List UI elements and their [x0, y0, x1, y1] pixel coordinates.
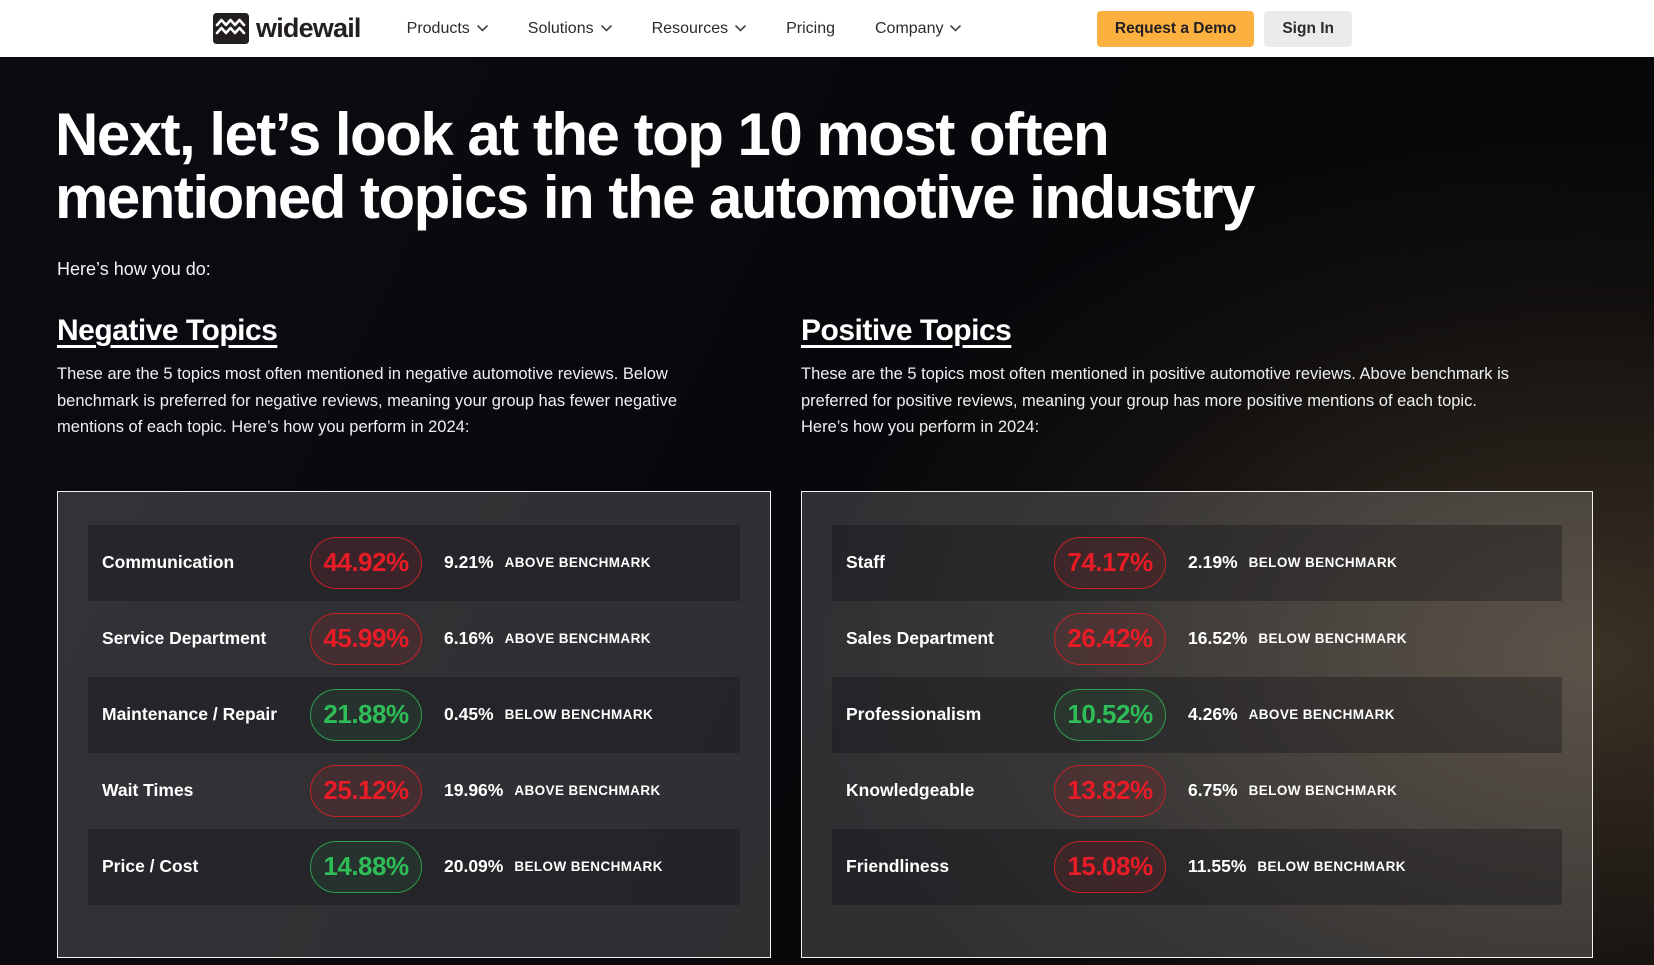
benchmark-status: BELOW BENCHMARK [1248, 783, 1398, 798]
benchmark-status: ABOVE BENCHMARK [514, 783, 661, 798]
topic-row: Sales Department 26.42% 16.52% BELOW BEN… [832, 601, 1562, 677]
benchmark-delta: 4.26% [1188, 704, 1238, 724]
benchmark-info: 9.21% ABOVE BENCHMARK [444, 552, 651, 573]
value-badge: 44.92% [310, 536, 422, 589]
menu-item-pricing[interactable]: Pricing [786, 19, 835, 37]
benchmark-info: 6.16% ABOVE BENCHMARK [444, 628, 651, 649]
value-badge: 15.08% [1054, 840, 1166, 893]
topic-row: Wait Times 25.12% 19.96% ABOVE BENCHMARK [88, 753, 740, 829]
benchmark-status: BELOW BENCHMARK [514, 859, 663, 874]
value-badge: 25.12% [310, 764, 422, 817]
chevron-down-icon [950, 25, 962, 32]
topic-label: Friendliness [846, 856, 950, 876]
positive-topics-column: Positive Topics These are the 5 topics m… [801, 314, 1593, 958]
benchmark-info: 6.75% BELOW BENCHMARK [1188, 780, 1397, 801]
benchmark-delta: 19.96% [444, 780, 504, 800]
menu-item-solutions[interactable]: Solutions [528, 20, 612, 38]
topics-columns: Negative Topics These are the 5 topics m… [57, 314, 1654, 958]
benchmark-info: 0.45% BELOW BENCHMARK [444, 704, 653, 725]
topic-label: Service Department [102, 628, 267, 648]
chevron-down-icon [735, 25, 746, 32]
benchmark-delta: 6.16% [444, 628, 494, 648]
value-badge: 14.88% [310, 840, 422, 893]
value-badge: 74.17% [1054, 536, 1166, 589]
benchmark-status: BELOW BENCHMARK [1258, 631, 1407, 646]
negative-topics-rows: Communication 44.92% 9.21% ABOVE BENCHMA… [88, 524, 740, 905]
page-title-line1: Next, let’s look at the top 10 most ofte… [55, 101, 1110, 168]
value-badge: 21.88% [310, 688, 422, 741]
benchmark-status: ABOVE BENCHMARK [504, 631, 651, 646]
topic-row: Knowledgeable 13.82% 6.75% BELOW BENCHMA… [832, 753, 1562, 829]
hero-subtitle: Here’s how you do: [57, 259, 211, 279]
benchmark-status: ABOVE BENCHMARK [1248, 707, 1395, 722]
topic-label: Maintenance / Repair [102, 704, 278, 724]
benchmark-status: BELOW BENCHMARK [504, 707, 654, 722]
benchmark-status: BELOW BENCHMARK [1248, 555, 1398, 570]
positive-topics-rows: Staff 74.17% 2.19% BELOW BENCHMARK Sales… [832, 524, 1562, 905]
topic-row: Price / Cost 14.88% 20.09% BELOW BENCHMA… [88, 828, 740, 905]
logo-wordmark: widewail [256, 13, 361, 43]
benchmark-info: 4.26% ABOVE BENCHMARK [1188, 704, 1395, 725]
value-badge: 13.82% [1054, 764, 1166, 817]
sign-in-button[interactable]: Sign In [1264, 10, 1352, 47]
value-badge: 10.52% [1054, 688, 1166, 741]
topic-row: Service Department 45.99% 6.16% ABOVE BE… [88, 601, 740, 677]
positive-topics-heading: Positive Topics [801, 314, 1012, 347]
topic-row: Professionalism 10.52% 4.26% ABOVE BENCH… [832, 676, 1562, 753]
positive-topics-description: These are the 5 topics most often mentio… [801, 365, 1510, 436]
topic-label: Knowledgeable [846, 780, 975, 800]
benchmark-delta: 9.21% [444, 552, 494, 572]
topic-label: Price / Cost [102, 856, 199, 876]
topic-label: Staff [846, 552, 885, 572]
benchmark-info: 19.96% ABOVE BENCHMARK [444, 780, 661, 801]
negative-topics-description: These are the 5 topics most often mentio… [57, 365, 677, 436]
benchmark-delta: 16.52% [1188, 628, 1248, 648]
menu-item-company[interactable]: Company [875, 20, 962, 38]
widewail-logo[interactable]: widewail [213, 13, 361, 44]
topic-label: Wait Times [102, 780, 194, 800]
benchmark-delta: 6.75% [1188, 780, 1238, 800]
topic-row: Staff 74.17% 2.19% BELOW BENCHMARK [832, 524, 1562, 601]
positive-topics-panel: Staff 74.17% 2.19% BELOW BENCHMARK Sales… [801, 490, 1593, 958]
benchmark-delta: 11.55% [1188, 856, 1247, 876]
negative-topics-heading: Negative Topics [57, 314, 278, 347]
topic-row: Maintenance / Repair 21.88% 0.45% BELOW … [88, 676, 740, 753]
topic-label: Professionalism [846, 704, 982, 724]
benchmark-delta: 2.19% [1188, 552, 1238, 572]
chevron-down-icon [476, 25, 488, 32]
nav-actions: Request a Demo Sign In [1096, 10, 1352, 47]
benchmark-delta: 20.09% [444, 856, 504, 876]
benchmark-status: ABOVE BENCHMARK [504, 555, 651, 570]
benchmark-info: 2.19% BELOW BENCHMARK [1188, 552, 1397, 573]
topic-label: Sales Department [846, 628, 994, 648]
benchmark-delta: 0.45% [444, 704, 494, 724]
menu-item-products[interactable]: Products [407, 20, 488, 38]
page-title-line2: mentioned topics in the automotive indus… [55, 164, 1255, 231]
benchmark-info: 16.52% BELOW BENCHMARK [1188, 628, 1407, 649]
topic-row: Communication 44.92% 9.21% ABOVE BENCHMA… [88, 524, 740, 601]
topics-hero-section: Next, let’s look at the top 10 most ofte… [0, 57, 1654, 965]
benchmark-info: 11.55% BELOW BENCHMARK [1188, 856, 1406, 877]
topic-label: Communication [102, 552, 235, 572]
menu-item-resources[interactable]: Resources [652, 20, 746, 38]
negative-topics-panel: Communication 44.92% 9.21% ABOVE BENCHMA… [57, 490, 771, 958]
widewail-waves-icon [213, 13, 249, 44]
top-nav: widewail Products Solutions Resources Pr… [0, 0, 1654, 57]
topic-row: Friendliness 15.08% 11.55% BELOW BENCHMA… [832, 828, 1562, 905]
request-demo-button[interactable]: Request a Demo [1096, 10, 1255, 47]
value-badge: 45.99% [310, 612, 422, 665]
page-title: Next, let’s look at the top 10 most ofte… [0, 57, 1654, 229]
benchmark-status: BELOW BENCHMARK [1257, 859, 1406, 874]
chevron-down-icon [600, 25, 612, 32]
main-menu: Products Solutions Resources Pricing Com… [407, 20, 962, 38]
benchmark-info: 20.09% BELOW BENCHMARK [444, 856, 663, 877]
value-badge: 26.42% [1054, 612, 1166, 665]
negative-topics-column: Negative Topics These are the 5 topics m… [57, 314, 771, 958]
